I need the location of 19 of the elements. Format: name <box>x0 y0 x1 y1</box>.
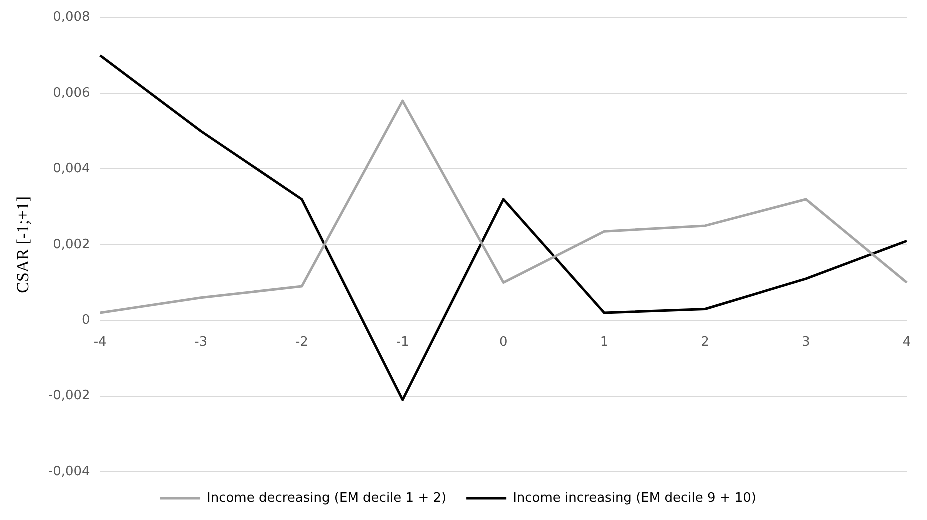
y-tick-label: 0,008 <box>53 10 90 26</box>
x-tick-label: 0 <box>500 334 508 350</box>
x-tick-label: 3 <box>802 334 810 350</box>
x-tick-label: 2 <box>701 334 710 350</box>
legend-label: Income increasing (EM decile 9 + 10) <box>513 490 756 506</box>
y-axis-title: CSAR [-1;+1] <box>14 196 33 294</box>
y-tick-label: 0,002 <box>53 237 90 252</box>
x-tick-label: -1 <box>396 334 410 350</box>
y-tick-label: 0,004 <box>53 162 90 177</box>
x-tick-label: -3 <box>194 334 208 350</box>
y-tick-label: -0,002 <box>48 388 90 404</box>
y-tick-label: -0,004 <box>48 464 90 480</box>
x-tick-label: -2 <box>295 334 308 350</box>
y-tick-label: 0 <box>82 312 90 328</box>
y-tick-label: 0,006 <box>53 86 90 101</box>
legend-label: Income decreasing (EM decile 1 + 2) <box>207 490 447 506</box>
x-tick-label: 4 <box>902 334 912 350</box>
x-tick-label: 1 <box>600 334 609 350</box>
x-tick-label: -4 <box>94 334 107 350</box>
